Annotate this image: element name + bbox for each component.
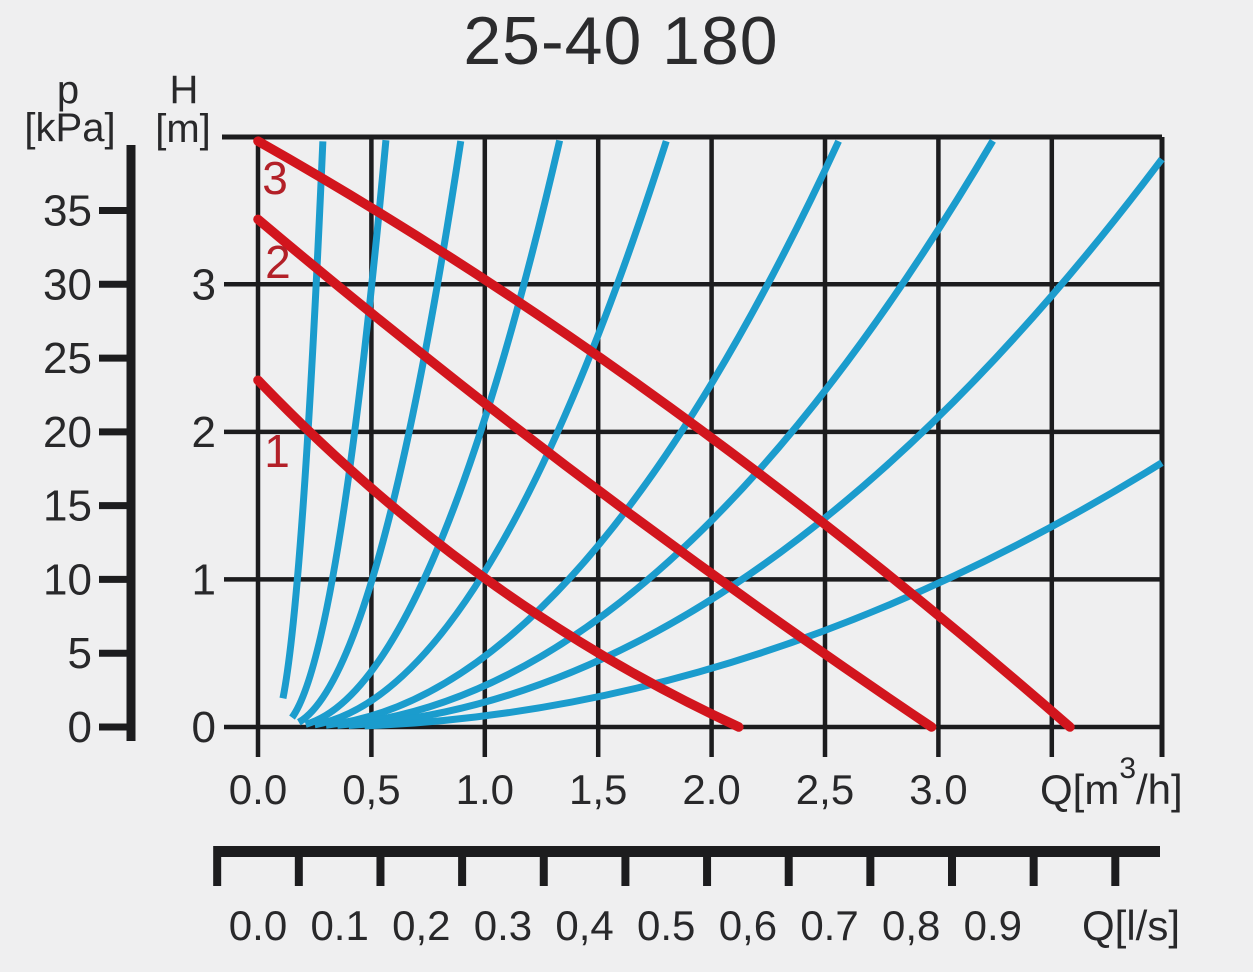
- flow-axis-m3h: 0.0 0,5 1.0 1,5 2.0 2,5 3.0 Q[m3/h]: [229, 752, 1183, 813]
- flow-ls-tick-label: 0.3: [474, 902, 532, 949]
- pressure-tick-label: 30: [43, 260, 92, 309]
- flow-m3h-unit-label: Q[m3/h]: [1040, 752, 1183, 813]
- pressure-tick-label: 25: [43, 334, 92, 383]
- head-tick-label: 1: [192, 555, 216, 604]
- pressure-axis-symbol: p: [57, 68, 79, 112]
- pump-speed-label: 2: [265, 236, 291, 288]
- system-curve: [296, 140, 465, 726]
- pressure-tick-label: 15: [43, 482, 92, 531]
- pump-speed-label: 1: [264, 425, 290, 477]
- grid: [222, 134, 1165, 757]
- pressure-tick-label: 20: [43, 408, 92, 457]
- pressure-axis: 35 30 25 20 15 10 5 0: [43, 145, 136, 752]
- flow-axis-ls: 0.0 0.1 0,2 0.3 0,4 0.5 0,6 0.7 0,8 0.9: [213, 846, 1160, 949]
- chart-title: 25-40 180: [463, 3, 778, 79]
- pressure-tick-label: 10: [43, 555, 92, 604]
- pump-speed-label: 3: [262, 152, 288, 204]
- flow-ls-tick-label: 0,4: [555, 902, 613, 949]
- flow-ls-unit-label: Q[l/s]: [1082, 902, 1180, 949]
- pressure-tick-label: 5: [68, 629, 92, 678]
- flow-ls-tick-label: 0.9: [964, 902, 1022, 949]
- system-curve: [279, 141, 327, 700]
- system-curve: [364, 459, 1164, 730]
- flow-ls-tick-label: 0,6: [719, 902, 777, 949]
- pressure-tick-label: 35: [43, 187, 92, 236]
- flow-ls-tick-label: 0.1: [310, 902, 368, 949]
- flow-ls-tick-label: 0,2: [392, 902, 450, 949]
- pump-curve: [253, 214, 937, 732]
- pressure-axis-unit: [kPa]: [24, 106, 115, 150]
- system-curve: [348, 157, 1165, 730]
- head-tick-label: 2: [192, 408, 216, 457]
- flow-m3h-tick-label: 3.0: [909, 766, 967, 813]
- system-curve: [314, 140, 670, 729]
- pump-curve: [253, 136, 1075, 732]
- head-axis-symbol: H: [170, 68, 199, 112]
- flow-ls-tick-label: 0,8: [882, 902, 940, 949]
- head-tick-label: 3: [192, 260, 216, 309]
- flow-m3h-tick-label: 2.0: [682, 766, 740, 813]
- system-curves: [279, 139, 1165, 730]
- flow-ls-tick-label: 0.7: [800, 902, 858, 949]
- flow-ls-tick-label: 0.5: [637, 902, 695, 949]
- system-curve: [337, 139, 996, 729]
- flow-ls-tick-label: 0.0: [229, 902, 287, 949]
- system-curve: [289, 139, 390, 720]
- head-axis: 3 2 1 0: [192, 260, 216, 752]
- pressure-tick-label: 0: [68, 703, 92, 752]
- flow-m3h-tick-label: 0,5: [342, 766, 400, 813]
- pump-curves: 1 2 3: [253, 136, 1075, 732]
- flow-m3h-tick-label: 0.0: [229, 766, 287, 813]
- pump-curve: [253, 375, 744, 732]
- head-axis-unit: [m]: [155, 107, 211, 151]
- system-curve: [325, 139, 842, 729]
- system-curve: [304, 139, 564, 728]
- head-tick-label: 0: [192, 703, 216, 752]
- flow-m3h-tick-label: 1.0: [456, 766, 514, 813]
- flow-m3h-tick-label: 1,5: [569, 766, 627, 813]
- flow-m3h-tick-label: 2,5: [796, 766, 854, 813]
